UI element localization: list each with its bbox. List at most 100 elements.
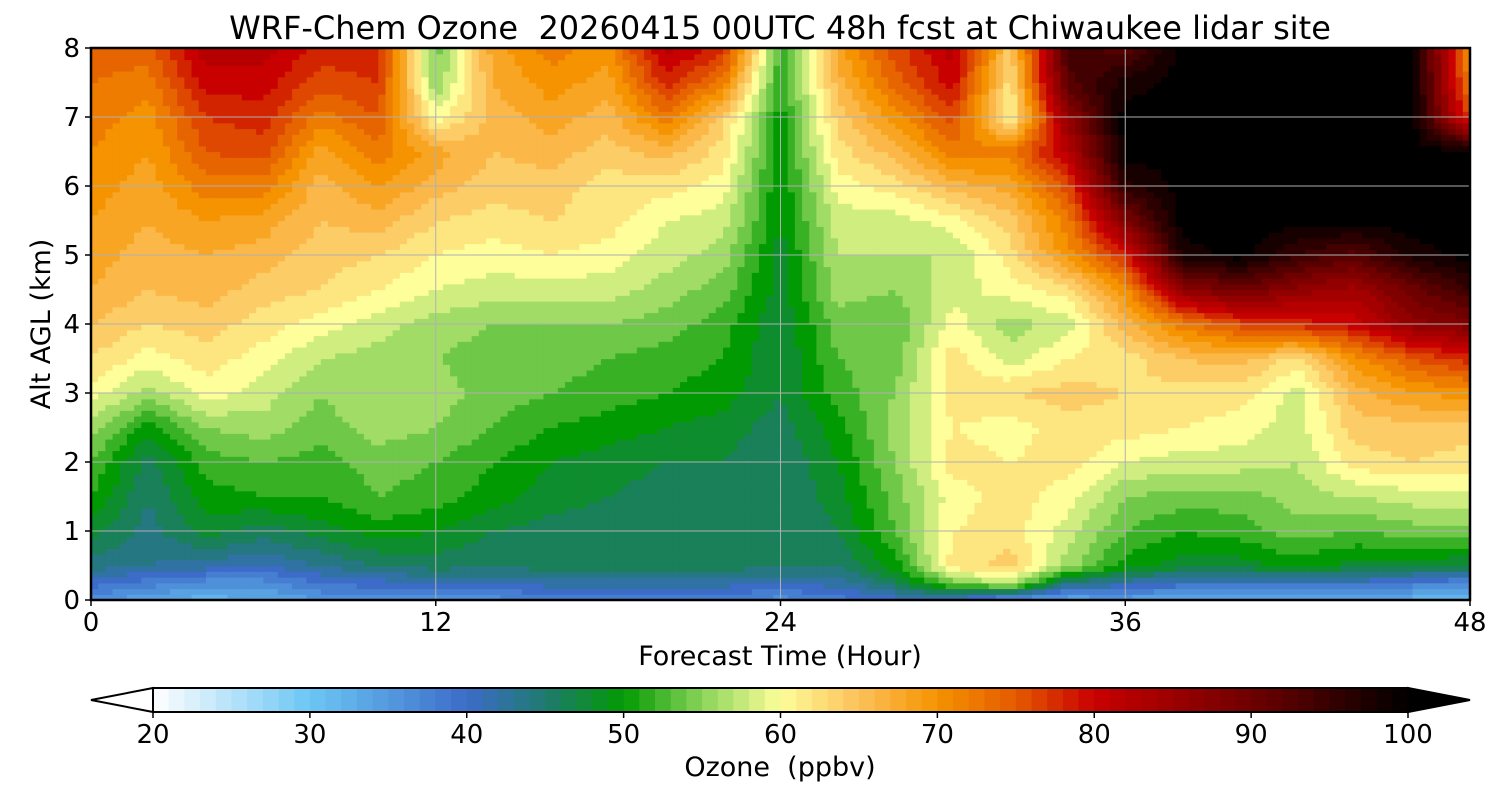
contour-cell <box>536 525 545 532</box>
contour-cell <box>730 594 738 600</box>
contour-cell <box>414 473 422 480</box>
contour-cell <box>658 450 667 457</box>
contour-cell <box>292 456 300 463</box>
contour-cell <box>1319 548 1327 555</box>
contour-cell <box>428 536 437 544</box>
contour-cell <box>859 467 868 475</box>
contour-cell <box>1132 519 1141 526</box>
contour-cell <box>600 479 609 486</box>
contour-cell <box>227 554 236 561</box>
contour-cell <box>823 588 832 595</box>
contour-cell <box>263 571 272 578</box>
contour-cell <box>1398 467 1406 475</box>
contour-cell <box>284 554 293 561</box>
contour-cell <box>1039 490 1047 498</box>
contour-cell <box>615 531 624 538</box>
contour-cell <box>873 462 882 469</box>
contour-cell <box>665 456 674 463</box>
contour-cell <box>651 565 659 572</box>
contour-cell <box>837 496 846 503</box>
contour-cell <box>823 456 832 463</box>
contour-cell <box>665 582 674 590</box>
contour-cell <box>1297 519 1306 526</box>
contour-cell <box>636 565 645 572</box>
contour-cell <box>328 473 336 480</box>
contour-cell <box>234 473 243 480</box>
contour-cell <box>507 490 516 498</box>
contour-cell <box>1211 565 1220 572</box>
contour-cell <box>478 525 487 532</box>
contour-cell <box>91 490 99 498</box>
contour-cell <box>1060 594 1069 600</box>
contour-cell <box>1211 594 1220 600</box>
contour-cell <box>565 479 573 486</box>
contour-cell <box>974 525 983 532</box>
contour-cell <box>1434 462 1442 469</box>
contour-cell <box>565 548 573 555</box>
contour-cell <box>1182 548 1191 555</box>
contour-cell <box>1225 479 1234 486</box>
contour-cell <box>636 571 645 578</box>
contour-cell <box>758 536 767 544</box>
contour-cell <box>644 456 652 463</box>
contour-cell <box>593 513 602 521</box>
contour-cell <box>249 473 257 480</box>
contour-cell <box>952 473 961 480</box>
contour-cell <box>1405 490 1414 498</box>
contour-cell <box>586 571 595 578</box>
contour-cell <box>809 548 818 555</box>
contour-cell <box>550 588 559 595</box>
contour-cell <box>1218 531 1227 538</box>
contour-cell <box>342 450 351 457</box>
contour-cell <box>1139 536 1148 544</box>
contour-cell <box>299 582 308 590</box>
contour-cell <box>119 479 128 486</box>
contour-cell <box>651 571 659 578</box>
contour-cell <box>873 582 882 590</box>
contour-cell <box>1060 577 1069 584</box>
contour-cell <box>1261 513 1270 521</box>
contour-cell <box>1204 588 1213 595</box>
contour-cell <box>313 542 322 549</box>
contour-cell <box>356 485 365 492</box>
contour-cell <box>557 559 566 567</box>
contour-cell <box>1405 502 1414 509</box>
contour-cell <box>694 456 703 463</box>
contour-cell <box>91 502 99 509</box>
contour-cell <box>572 536 580 544</box>
contour-cell <box>859 479 868 486</box>
contour-cell <box>1304 513 1313 521</box>
contour-cell <box>593 594 602 600</box>
contour-cell <box>995 479 1004 486</box>
contour-cell <box>270 467 279 475</box>
contour-cell <box>435 490 444 498</box>
contour-cell <box>572 450 580 457</box>
contour-cell <box>234 485 243 492</box>
contour-cell <box>600 588 609 595</box>
contour-cell <box>1268 571 1277 578</box>
contour-cell <box>579 450 588 457</box>
contour-cell <box>744 588 753 595</box>
contour-cell <box>1412 450 1421 457</box>
contour-cell <box>931 502 940 509</box>
contour-cell <box>830 450 839 457</box>
contour-cell <box>1383 519 1392 526</box>
contour-cell <box>457 479 466 486</box>
contour-cell <box>91 450 99 457</box>
contour-cell <box>636 513 645 521</box>
contour-cell <box>1103 513 1112 521</box>
contour-cell <box>967 548 976 555</box>
contour-cell <box>1082 467 1090 475</box>
contour-cell <box>1333 536 1342 544</box>
contour-cell <box>198 594 207 600</box>
contour-cell <box>450 508 458 515</box>
contour-cell <box>550 554 559 561</box>
contour-cell <box>938 582 947 590</box>
contour-cell <box>1125 490 1134 498</box>
contour-cell <box>1362 450 1371 457</box>
contour-cell <box>1060 519 1069 526</box>
contour-cell <box>198 513 207 521</box>
contour-cell <box>593 588 602 595</box>
contour-cell <box>177 565 185 572</box>
contour-cell <box>507 519 516 526</box>
